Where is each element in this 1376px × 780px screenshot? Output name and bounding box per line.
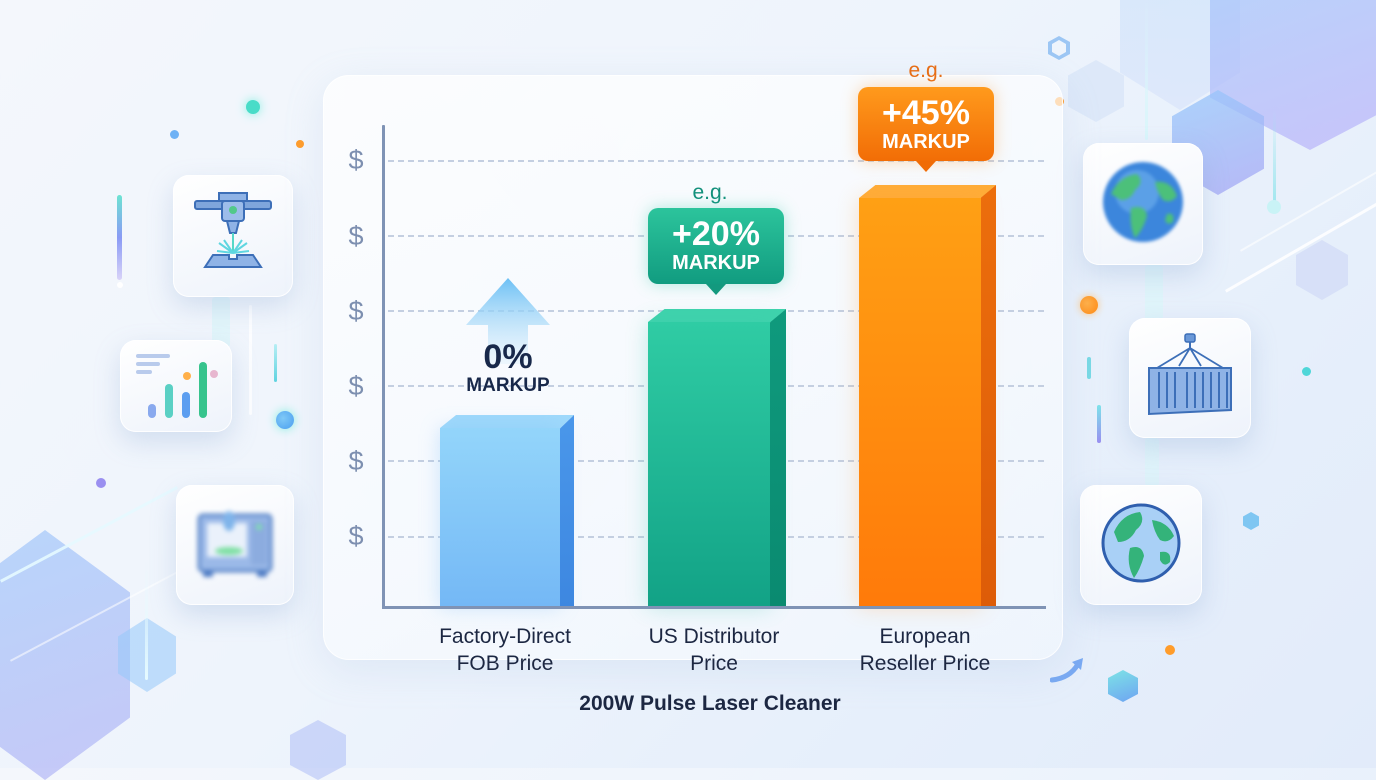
light-streak [1273, 110, 1276, 210]
light-streak [1097, 405, 1101, 443]
bar-top-face [648, 309, 786, 322]
cnc-machine-icon [195, 505, 275, 586]
light-streak [117, 195, 122, 280]
glow-dot [1080, 296, 1098, 314]
glow-dot [296, 140, 304, 148]
markup-0-value: 0% [483, 338, 533, 376]
bar-front-face [648, 322, 770, 607]
category-label-line: Factory-Direct [439, 625, 571, 648]
glow-dot [117, 282, 123, 288]
shipping-container-card [1129, 318, 1251, 438]
y-tick-dollar: $ [348, 446, 364, 476]
light-streak [1087, 357, 1091, 379]
glow-dot [170, 130, 179, 139]
connector-line [212, 297, 230, 347]
chart-title: 200W Pulse Laser Cleaner [579, 692, 841, 715]
us-markup-label: MARKUP [672, 252, 760, 274]
glow-dot [246, 100, 260, 114]
eu-markup-callout: +45% MARKUP [858, 87, 994, 172]
category-label-line: Price [690, 652, 738, 675]
bar-european-reseller [859, 185, 996, 607]
us-markup-value: +20% [672, 215, 760, 253]
category-label-line: US Distributor [648, 625, 780, 648]
category-label-line: FOB Price [456, 652, 554, 675]
bar-side-face [981, 185, 996, 607]
y-tick-dollar: $ [348, 371, 364, 401]
us-example-prefix: e.g. [692, 181, 728, 204]
globe-outline-card [1080, 485, 1202, 605]
bar-us-distributor [648, 309, 786, 607]
y-tick-dollar: $ [348, 221, 364, 251]
bar-factory-direct [440, 415, 574, 607]
globe-card [1083, 143, 1203, 265]
analytics-card [120, 340, 232, 432]
bar-top-face [440, 415, 574, 428]
bar-side-face [770, 309, 786, 607]
glow-hexagon [1243, 512, 1259, 530]
category-label-line: Reseller Price [859, 652, 991, 675]
hexagon-outline-inner [1052, 40, 1066, 56]
bar-front-face [440, 428, 560, 607]
gridline [388, 160, 1044, 162]
callout-pointer [706, 284, 726, 295]
connector-line [1145, 438, 1159, 486]
bar-side-face [560, 415, 574, 607]
shipping-container-icon [1145, 332, 1235, 425]
laser-cutter-card [173, 175, 293, 297]
y-tick-dollar: $ [348, 296, 364, 326]
glow-dot [276, 411, 294, 429]
markup-0-label: MARKUP [466, 375, 550, 396]
curved-arrow-icon [1049, 656, 1086, 684]
light-streak [249, 305, 252, 415]
laser-cutter-icon [191, 191, 275, 282]
callout-pointer [916, 161, 936, 172]
globe-icon [1101, 160, 1185, 249]
eu-markup-value: +45% [882, 94, 970, 132]
us-markup-callout: +20% MARKUP [648, 208, 784, 295]
y-tick-dollar: $ [348, 521, 364, 551]
bar-front-face [859, 198, 981, 607]
up-arrow-icon [466, 278, 550, 364]
analytics-chart-icon [128, 346, 224, 427]
connector-line [1145, 265, 1163, 320]
y-tick-dollar: $ [348, 145, 364, 175]
glow-dot [1302, 367, 1311, 376]
category-label-us-distributor: US Distributor Price [614, 623, 814, 677]
x-axis [382, 606, 1046, 609]
glow-dot [1165, 645, 1175, 655]
light-streak [274, 344, 277, 382]
light-streak [145, 560, 148, 680]
category-label-factory-direct: Factory-Direct FOB Price [405, 623, 605, 677]
eu-markup-label: MARKUP [882, 131, 970, 153]
category-label-european-reseller: European Reseller Price [825, 623, 1025, 677]
y-axis [382, 125, 385, 609]
bar-top-face [859, 185, 996, 198]
cnc-machine-card [176, 485, 294, 605]
hexagon-decoration [1068, 60, 1124, 122]
glow-dot [96, 478, 106, 488]
category-label-line: European [879, 625, 971, 648]
light-streak [1145, 0, 1148, 140]
eu-example-prefix: e.g. [908, 59, 944, 82]
globe-outline-icon [1100, 502, 1182, 589]
glow-dot [1267, 200, 1281, 214]
